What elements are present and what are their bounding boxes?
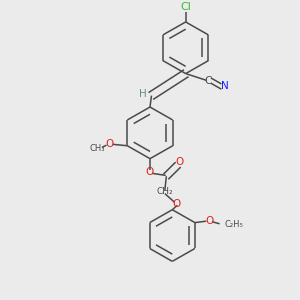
Text: C₂H₅: C₂H₅	[224, 220, 243, 229]
Text: CH₂: CH₂	[157, 187, 173, 196]
Text: O: O	[146, 167, 154, 177]
Text: O: O	[105, 139, 114, 149]
Text: CH₃: CH₃	[90, 144, 105, 153]
Text: O: O	[205, 216, 213, 226]
Text: O: O	[175, 157, 183, 167]
Text: Cl: Cl	[180, 2, 191, 12]
Text: O: O	[172, 199, 180, 209]
Text: H: H	[139, 89, 147, 99]
Text: N: N	[221, 81, 229, 91]
Text: C: C	[204, 76, 211, 86]
